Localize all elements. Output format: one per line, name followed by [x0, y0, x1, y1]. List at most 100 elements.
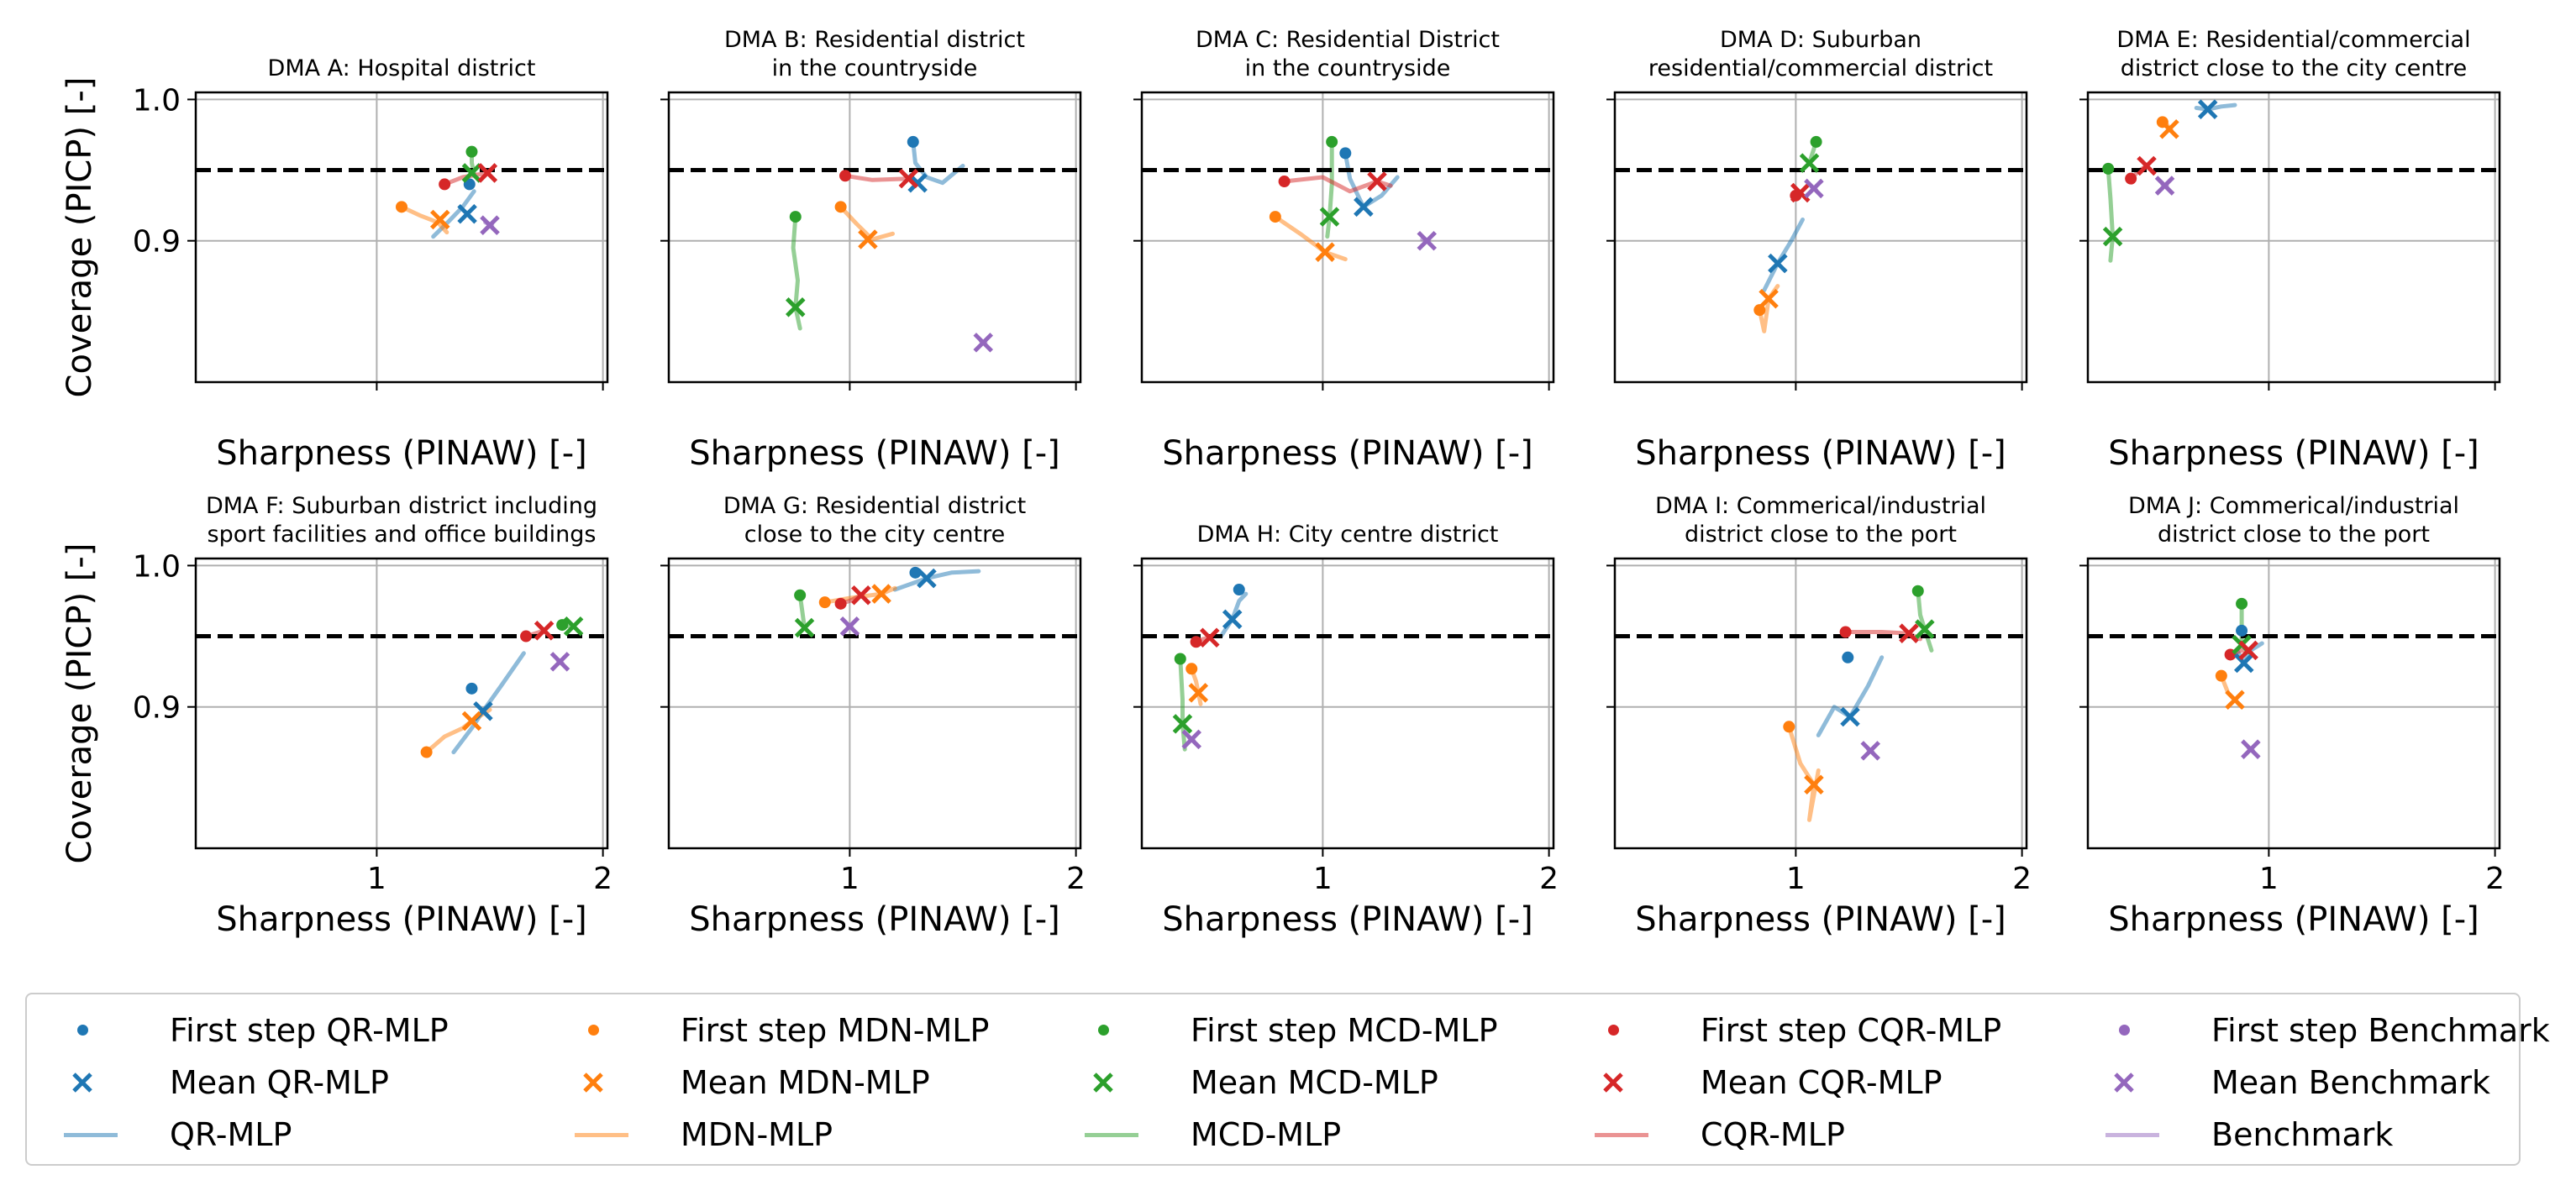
first-step-point-qr-mlp — [1842, 651, 1854, 663]
mean-marker-stroke — [2197, 99, 2218, 119]
axes-frame — [667, 91, 1082, 384]
mean-marker-stroke — [1799, 153, 1820, 173]
legend-cross-shape — [1093, 1072, 1113, 1093]
axes-frame — [667, 557, 1082, 850]
legend-dot-shape — [2119, 1025, 2130, 1036]
panel-title-line: district close to the port — [1685, 522, 1957, 548]
legend-dot-icon — [2100, 1014, 2159, 1047]
panel-title: DMA G: Residential district close to the … — [723, 493, 1026, 548]
series-line-mdn-mlp — [1273, 214, 1348, 262]
legend-entry: Mean QR-MLP — [59, 1057, 563, 1109]
series-line-qr-mlp — [1218, 591, 1249, 639]
x-axis-label: Sharpness (PINAW) [-] — [689, 434, 1060, 473]
mean-point-cqr-mlp — [1367, 171, 1387, 191]
legend-column: First step MDN-MLP Mean MDN-MLP MDN-MLP — [570, 1004, 1074, 1161]
mean-marker-stroke — [2137, 155, 2157, 176]
mean-point-mcd-mlp — [461, 163, 482, 183]
mean-point-benchmark — [480, 215, 500, 235]
legend-label: First step CQR-MLP — [1701, 1012, 2002, 1049]
legend-cross-icon — [1080, 1066, 1138, 1099]
axes-frame — [1140, 557, 1555, 850]
panel-title-line: DMA G: Residential district — [723, 493, 1026, 519]
axes-frame — [194, 91, 609, 384]
mean-marker-stroke — [461, 711, 482, 732]
panel-title-line: DMA E: Residential/commercial — [2116, 27, 2470, 53]
x-tick-label: 2 — [593, 862, 612, 896]
panel-title: DMA F: Suburban district including sport … — [206, 493, 597, 548]
x-axis-label: Sharpness (PINAW) [-] — [216, 434, 587, 473]
panel-title-line: DMA I: Commerical/industrial — [1655, 493, 1986, 519]
legend-dot-icon — [570, 1014, 628, 1047]
first-step-point-mcd-mlp — [1326, 135, 1338, 148]
x-tick-label: 2 — [1539, 862, 1559, 896]
first-step-point-cqr-mlp — [1190, 636, 1202, 648]
mean-point-mcd-mlp — [1319, 207, 1340, 227]
series-line-mdn-mlp — [399, 204, 449, 235]
x-axis-label: Sharpness (PINAW) [-] — [1162, 900, 1533, 939]
series-line-qr-mlp — [892, 569, 981, 592]
panel-plot-area — [2088, 597, 2500, 759]
legend-cross-shape — [72, 1072, 92, 1093]
legend-line-shape — [575, 1133, 628, 1137]
legend-entry: First step QR-MLP — [59, 1004, 563, 1057]
first-step-point-cqr-mlp — [834, 597, 847, 610]
legend-line-icon — [1590, 1118, 1648, 1151]
panel-plot-area — [196, 145, 607, 239]
x-tick-label: 2 — [2485, 862, 2505, 896]
mean-point-qr-mlp — [1840, 706, 1860, 727]
legend-entry: CQR-MLP — [1590, 1109, 2094, 1161]
mean-point-qr-mlp — [2197, 99, 2218, 119]
first-step-point-qr-mlp — [1233, 584, 1245, 596]
x-axis-label: Sharpness (PINAW) [-] — [1635, 434, 2006, 473]
mean-point-mdn-mlp — [461, 711, 482, 732]
legend-label: MCD-MLP — [1191, 1116, 1342, 1153]
panel-title-line: DMA A: Hospital district — [268, 55, 536, 81]
series-line-qr-mlp — [911, 139, 965, 186]
x-tick-label: 1 — [840, 862, 860, 896]
legend-cross-icon — [1590, 1066, 1648, 1099]
series-line-cqr-mlp — [843, 173, 911, 182]
legend-cross-icon — [59, 1066, 118, 1099]
mean-point-mdn-mlp — [430, 209, 450, 230]
mean-marker-stroke — [1790, 182, 1811, 203]
axes-frame — [2086, 557, 2501, 850]
series-line-qr-mlp — [1762, 218, 1805, 293]
mean-marker-stroke — [2102, 226, 2123, 247]
panel-1: 0.9 1.0 Sharpness (PINAW) [-] Coverage (PIC… — [60, 55, 609, 473]
legend-line-shape — [2105, 1133, 2159, 1137]
mean-marker-stroke — [2154, 176, 2175, 196]
legend-label: Mean Benchmark — [2211, 1064, 2491, 1101]
panel-2: Sharpness (PINAW) [-] DMA B: Residential … — [660, 27, 1082, 473]
legend-label: Benchmark — [2211, 1116, 2394, 1153]
first-step-point-mcd-mlp — [1810, 135, 1822, 148]
first-step-point-cqr-mlp — [520, 630, 533, 642]
legend-entry: First step Benchmark — [2100, 1004, 2576, 1057]
x-tick-label: 1 — [1313, 862, 1333, 896]
mean-marker-stroke — [1188, 683, 1209, 703]
legend-dot-icon — [59, 1014, 118, 1047]
mean-marker-stroke — [534, 621, 555, 641]
legend-entry: First step MCD-MLP — [1080, 1004, 1584, 1057]
legend-cross-icon — [2100, 1066, 2159, 1099]
mean-point-qr-mlp — [1222, 609, 1243, 630]
legend-line-icon — [570, 1118, 628, 1151]
first-step-point-mdn-mlp — [396, 201, 407, 213]
series-line-mcd-mlp — [1178, 657, 1187, 752]
legend: First step QR-MLP Mean QR-MLP QR-MLP First … — [25, 993, 2550, 1166]
mean-point-cqr-mlp — [1200, 627, 1220, 648]
series-line-mcd-mlp — [1325, 139, 1334, 239]
mean-marker-stroke — [1367, 171, 1387, 191]
y-axis-label: Coverage (PICP) [-] — [60, 77, 99, 398]
legend-entry: Mean MDN-MLP — [570, 1057, 1074, 1109]
legend-label: First step MCD-MLP — [1191, 1012, 1498, 1049]
mean-marker-stroke — [794, 617, 815, 638]
panel-title: DMA D: Suburban residential/commercial di… — [1648, 27, 1993, 81]
panel-title: DMA I: Commerical/industrial district clo… — [1655, 493, 1986, 548]
mean-marker-stroke — [549, 652, 570, 672]
legend-cross-shape — [1603, 1072, 1623, 1093]
mean-point-cqr-mlp — [1790, 182, 1811, 203]
mean-point-mdn-mlp — [858, 229, 878, 249]
axes-frame — [2086, 91, 2501, 384]
legend-column: First step MCD-MLP Mean MCD-MLP MCD-MLP — [1080, 1004, 1584, 1161]
